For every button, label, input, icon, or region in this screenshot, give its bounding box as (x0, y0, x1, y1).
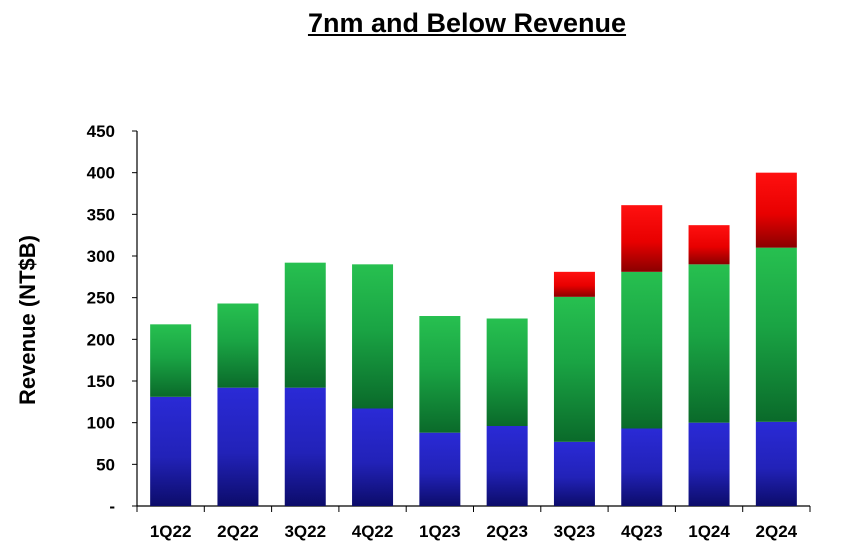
y-tick-label: 300 (87, 247, 115, 266)
bar-segment-1Q24-s1 (688, 264, 730, 423)
x-tick-label: 3Q23 (554, 522, 596, 541)
x-tick-label: 4Q22 (352, 522, 394, 541)
x-tick-label: 3Q22 (284, 522, 326, 541)
bar-segment-4Q23-s2 (621, 205, 663, 272)
y-tick-label: 100 (87, 414, 115, 433)
x-tick-label: 2Q22 (217, 522, 259, 541)
bar-segment-3Q23-s0 (553, 441, 595, 506)
x-tick-label: 2Q23 (486, 522, 528, 541)
bar-segment-2Q24-s0 (755, 421, 797, 506)
y-tick-label: 250 (87, 289, 115, 308)
y-tick-label: 50 (96, 455, 115, 474)
tick-labels: - 50 100 150 200 250 300 350 400 450 1Q22 2Q22 3Q22 4… (87, 122, 798, 541)
bar-segment-4Q22-s1 (352, 264, 394, 409)
bar-segment-2Q24-s1 (755, 247, 797, 422)
bar-segment-2Q22-s0 (217, 387, 259, 506)
bar-segment-1Q23-s1 (419, 316, 461, 433)
bar-segment-4Q22-s0 (352, 408, 394, 506)
y-tick-label: 350 (87, 205, 115, 224)
bar-segment-4Q23-s1 (621, 271, 663, 429)
bar-segment-2Q23-s0 (486, 426, 528, 506)
y-tick-label: 150 (87, 372, 115, 391)
x-tick-label: 2Q24 (756, 522, 798, 541)
y-tick-label: 200 (87, 330, 115, 349)
bar-segment-2Q24-s2 (755, 172, 797, 248)
bar-segment-1Q23-s0 (419, 432, 461, 506)
bar-segment-3Q23-s2 (553, 271, 595, 297)
bar-segment-1Q24-s0 (688, 422, 730, 506)
bar-segment-4Q23-s0 (621, 428, 663, 506)
y-tick-label: - (109, 497, 115, 516)
x-tick-label: 1Q23 (419, 522, 461, 541)
x-tick-label: 4Q23 (621, 522, 663, 541)
bar-segment-2Q23-s1 (486, 318, 528, 426)
bar-segment-3Q22-s1 (284, 262, 326, 388)
bars (150, 172, 797, 506)
bar-segment-3Q22-s0 (284, 387, 326, 506)
bar-segment-3Q23-s1 (553, 296, 595, 442)
bar-segment-1Q22-s1 (150, 324, 192, 397)
bar-segment-1Q22-s0 (150, 396, 192, 506)
bar-segment-2Q22-s1 (217, 303, 259, 388)
y-tick-label: 450 (87, 122, 115, 141)
bar-segment-1Q24-s2 (688, 225, 730, 265)
y-tick-label: 400 (87, 164, 115, 183)
x-tick-label: 1Q24 (688, 522, 730, 541)
x-tick-label: 1Q22 (150, 522, 192, 541)
chart-title: 7nm and Below Revenue (307, 8, 627, 38)
